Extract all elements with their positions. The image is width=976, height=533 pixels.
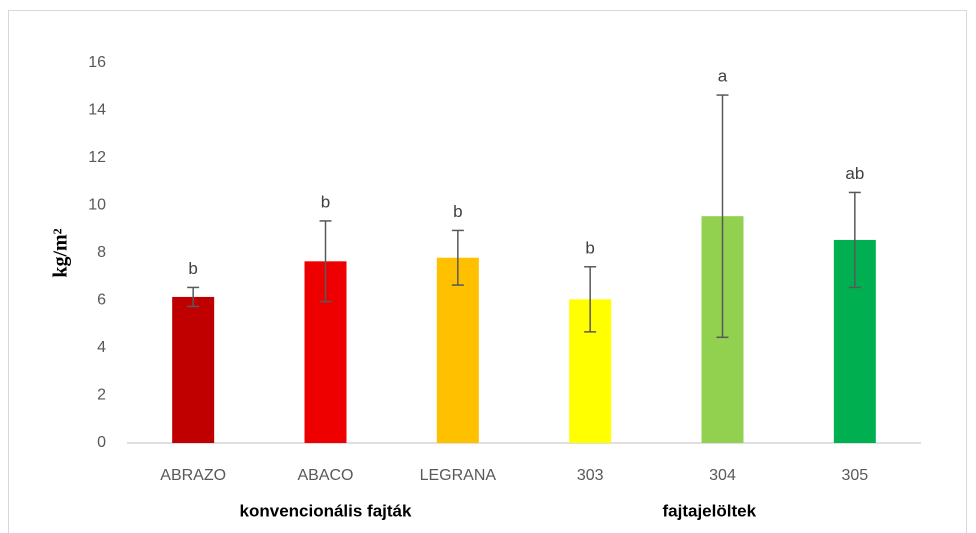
x-tick-label: 305 [841, 467, 868, 484]
y-tick-label: 4 [97, 339, 106, 356]
significance-letter: b [321, 192, 330, 211]
group-label: fajtajelöltek [662, 501, 756, 520]
x-tick-label: 304 [709, 467, 736, 484]
significance-letter: b [585, 238, 594, 257]
y-tick-label: 0 [97, 434, 106, 451]
x-tick-label: 303 [577, 467, 604, 484]
group-label: konvencionális fajták [240, 501, 412, 520]
y-axis-title: kg/m² [50, 228, 72, 277]
y-tick-label: 14 [88, 102, 106, 119]
bar [172, 296, 215, 443]
significance-letter: ab [845, 164, 864, 183]
chart-frame [8, 10, 967, 533]
significance-letter: b [453, 202, 462, 221]
significance-letter: b [188, 259, 197, 278]
y-tick-label: 10 [88, 197, 106, 214]
x-tick-label: ABACO [297, 467, 353, 484]
x-tick-label: LEGRANA [420, 467, 497, 484]
y-tick-label: 8 [97, 244, 106, 261]
x-tick-label: ABRAZO [160, 467, 226, 484]
y-tick-label: 16 [88, 54, 106, 71]
y-tick-label: 6 [97, 292, 106, 309]
significance-letter: a [718, 67, 728, 86]
y-tick-label: 12 [88, 149, 106, 166]
y-tick-label: 2 [97, 387, 106, 404]
bar [436, 257, 479, 443]
